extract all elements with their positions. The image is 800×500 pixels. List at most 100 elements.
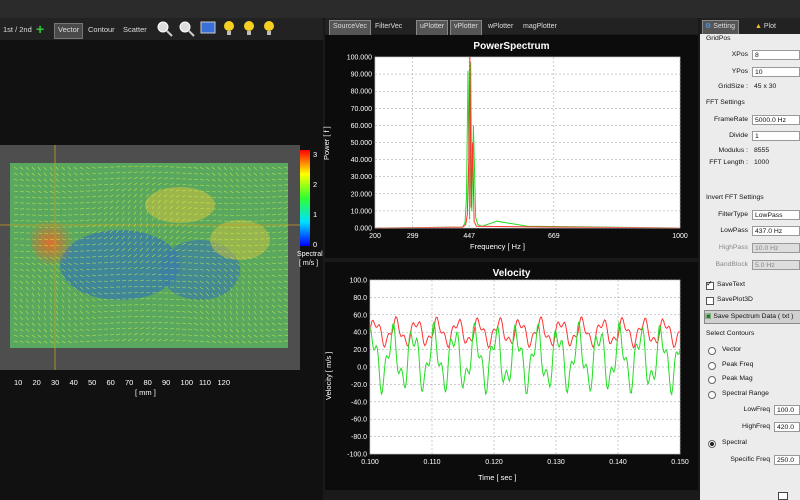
- vector-arrow: [121, 254, 126, 258]
- tab-sourcevec[interactable]: SourceVec: [329, 20, 371, 36]
- vector-arrow: [49, 250, 54, 253]
- add-icon[interactable]: +: [36, 21, 45, 37]
- spectral-range-radio[interactable]: [708, 391, 716, 399]
- vector-arrow: [193, 280, 198, 283]
- specific-freq-input[interactable]: 250.0: [774, 455, 800, 465]
- peak-freq-radio[interactable]: [708, 362, 716, 370]
- vector-arrow: [25, 250, 30, 253]
- vector-button[interactable]: Vector: [54, 23, 84, 39]
- vector-arrow: [55, 172, 60, 177]
- highpass-input[interactable]: 10.0 Hz: [752, 243, 800, 253]
- vector-arrow: [31, 172, 36, 176]
- bulb-icon[interactable]: [222, 19, 236, 37]
- zoom-out-icon[interactable]: [178, 20, 196, 38]
- saveplot3d-checkbox[interactable]: [706, 297, 714, 305]
- vector-arrow: [199, 274, 204, 278]
- x-tick-label: 299: [407, 233, 419, 240]
- vector-arrow: [133, 182, 138, 186]
- vector-arrow: [277, 298, 282, 302]
- lowpass-input[interactable]: 437.0 Hz: [752, 226, 800, 236]
- vector-arrow: [205, 172, 210, 176]
- vector-arrow: [133, 188, 138, 192]
- framerate-input[interactable]: 5000.0 Hz: [752, 115, 800, 125]
- vector-arrow: [235, 250, 240, 253]
- vector-arrow: [19, 256, 24, 259]
- vector-arrow: [187, 249, 192, 252]
- ypos-input[interactable]: 10: [752, 67, 800, 77]
- vector-arrow: [223, 262, 228, 266]
- image-icon[interactable]: [200, 21, 216, 35]
- bulb-icon[interactable]: [242, 19, 256, 37]
- vector-arrow: [187, 322, 192, 325]
- vector-arrow: [25, 304, 29, 309]
- vector-arrow: [277, 280, 282, 283]
- vector-arrow: [199, 304, 204, 308]
- vector-arrow: [229, 340, 234, 344]
- vector-field-image[interactable]: [0, 145, 300, 370]
- vector-arrow: [187, 292, 192, 296]
- tab-plot[interactable]: ▲ Plot: [752, 20, 779, 34]
- contour-button[interactable]: Contour: [88, 25, 115, 34]
- xpos-input[interactable]: 8: [752, 50, 800, 60]
- tab-magplotter[interactable]: magPlotter: [523, 23, 557, 30]
- vector-arrow: [97, 236, 102, 240]
- vector-arrow: [67, 316, 71, 321]
- first-second-toggle[interactable]: 1st / 2nd: [3, 25, 32, 34]
- vector-arrow: [265, 166, 270, 170]
- saveplot3d-label: SavePlot3D: [717, 296, 753, 303]
- vector-arrow: [259, 322, 264, 326]
- vector-arrow: [199, 207, 204, 210]
- velocity-chart[interactable]: -100.0 -80.0 -60.0 -40.0 -20.0 0.0 20.0 40.0 60.…: [325, 262, 698, 490]
- vector-arrow: [91, 334, 96, 336]
- vector-arrow: [79, 316, 84, 320]
- vector-arrow: [241, 250, 246, 253]
- x-tick-label: 0.150: [671, 459, 689, 466]
- filtertype-select[interactable]: LowPass: [752, 210, 800, 220]
- invert-fft-section-label: Invert FFT Settings: [706, 194, 764, 201]
- divide-input[interactable]: 1: [752, 131, 800, 141]
- x-tick-label: 40: [69, 378, 78, 387]
- y-tick-label: 0.000: [354, 226, 372, 233]
- vector-arrow: [127, 338, 132, 342]
- spectral-radio[interactable]: [708, 440, 716, 448]
- vector-arrow: [121, 188, 126, 192]
- zoom-in-icon[interactable]: [156, 20, 174, 38]
- vector-arrow: [109, 200, 114, 204]
- vector-arrow: [85, 244, 90, 246]
- vector-arrow: [19, 328, 24, 332]
- powerspectrum-chart[interactable]: 0.000 10.000 20.000 30.000 40.000 50.000 60.00…: [325, 35, 698, 258]
- scatter-button[interactable]: Scatter: [123, 25, 147, 34]
- vector-arrow: [109, 298, 114, 301]
- x-tick-label: 669: [548, 233, 560, 240]
- vector-arrow: [181, 304, 186, 307]
- savetext-checkbox[interactable]: [706, 279, 714, 290]
- vector-arrow: [121, 194, 126, 198]
- peak-mag-radio[interactable]: [708, 376, 716, 384]
- vector-radio[interactable]: [708, 347, 716, 355]
- vector-arrow: [169, 194, 174, 198]
- vector-arrow: [55, 238, 60, 240]
- vector-arrow: [91, 310, 96, 314]
- tab-wplotter[interactable]: wPlotter: [488, 23, 514, 30]
- tab-vplotter[interactable]: vPlotter: [450, 20, 482, 36]
- vector-arrow: [241, 232, 247, 234]
- vector-arrow: [79, 274, 84, 278]
- vector-arrow: [31, 340, 36, 344]
- vector-arrow: [79, 262, 84, 265]
- vector-arrow: [169, 183, 174, 186]
- bulb-icon[interactable]: [262, 19, 276, 37]
- vector-arrow: [19, 184, 24, 187]
- tab-filtervec[interactable]: FilterVec: [375, 23, 403, 30]
- y-tick-label: -40.0: [351, 399, 367, 406]
- vector-arrow: [253, 196, 258, 199]
- vector-arrow: [157, 327, 162, 330]
- tab-uplotter[interactable]: uPlotter: [416, 20, 449, 36]
- save-spectrum-button[interactable]: ▣ Save Spectrum Data ( txt ): [704, 310, 800, 324]
- highfreq-input[interactable]: 420.0: [774, 422, 800, 432]
- vector-arrow: [79, 292, 84, 296]
- lowfreq-input[interactable]: 100.0: [774, 405, 800, 415]
- vector-arrow: [259, 262, 264, 265]
- vector-arrow: [67, 202, 73, 204]
- bandblock-input[interactable]: 5.0 Hz: [752, 260, 800, 270]
- vector-arrow: [271, 244, 277, 246]
